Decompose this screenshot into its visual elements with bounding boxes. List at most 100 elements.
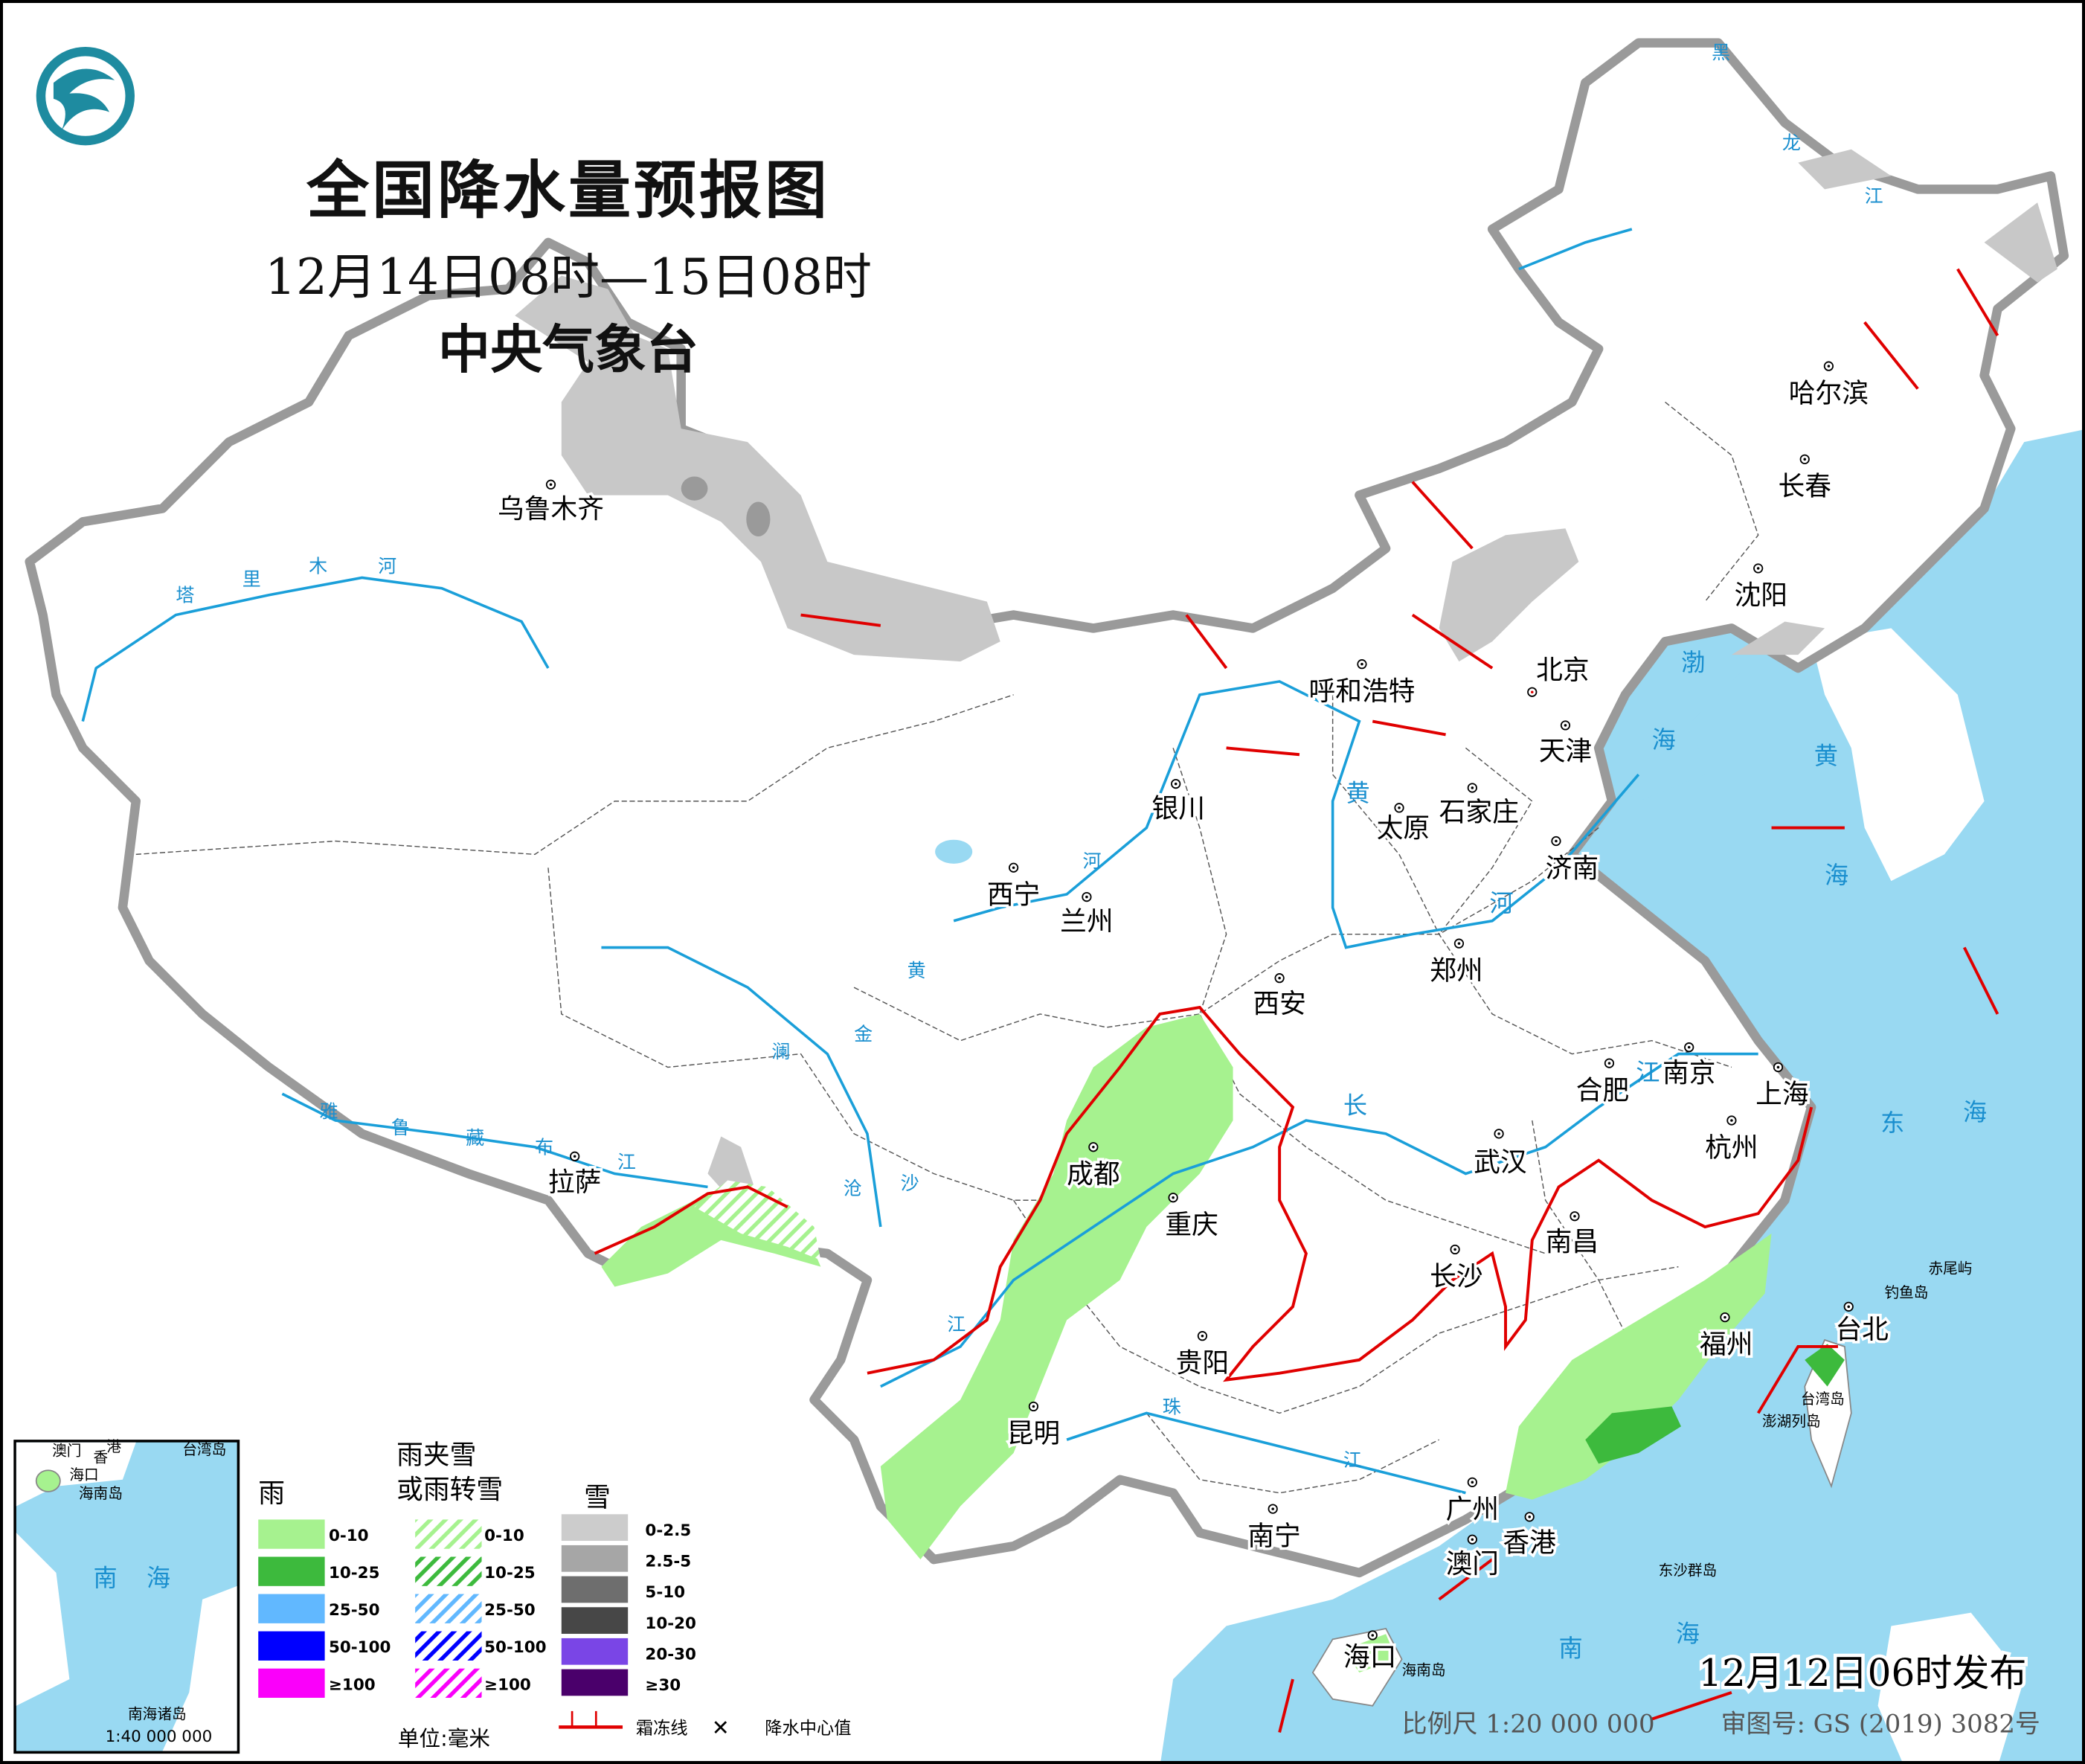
river-label: 河: [1490, 889, 1514, 917]
island-label: 赤尾屿: [1928, 1260, 1972, 1277]
legend-value: ≥30: [645, 1676, 681, 1695]
city-label: 长沙: [1430, 1262, 1482, 1292]
city-6: 北京: [1527, 652, 1592, 697]
legend-value: ≥100: [329, 1675, 376, 1694]
river-label: 藏: [466, 1127, 484, 1149]
sea-label: 海: [1825, 862, 1848, 890]
city-label: 香港: [1503, 1527, 1556, 1558]
legend-value: 0-2.5: [645, 1521, 691, 1540]
inset-scale: 1:40 000 000: [106, 1728, 213, 1746]
legend-swatch: [415, 1668, 482, 1699]
river-label: 黄: [907, 960, 926, 981]
map-title: 全国降水量预报图: [306, 154, 830, 227]
island-label: 台湾岛: [1801, 1391, 1845, 1408]
legend-swatch: [561, 1576, 629, 1603]
river-label: 龙: [1782, 132, 1801, 154]
river-label: 木: [309, 555, 327, 577]
city-label: 南京: [1662, 1058, 1715, 1088]
inset-label: 海南岛: [79, 1485, 123, 1502]
city-label: 昆明: [1007, 1419, 1060, 1449]
precip-center-mark-icon: ✕: [712, 1715, 730, 1740]
qinghai-lake: [935, 839, 973, 864]
city-label: 成都: [1067, 1159, 1119, 1190]
legend-swatch: [258, 1556, 325, 1586]
legend-value: 10-20: [645, 1614, 696, 1633]
city-27: 台北: [1833, 1301, 1891, 1348]
city-label: 西安: [1253, 989, 1305, 1019]
sea-area: [1160, 429, 2082, 1761]
rivers: [81, 228, 1758, 1495]
taiwan-island: [1804, 1338, 1852, 1489]
river-label: 雅: [319, 1100, 338, 1122]
city-label: 兰州: [1060, 906, 1113, 937]
city-label: 广州: [1446, 1495, 1499, 1525]
sea-labels: 渤 海 黄 海 东 海 南 海: [1559, 649, 1988, 1663]
legend-swatch: [415, 1519, 482, 1549]
city-label: 郑州: [1430, 955, 1482, 986]
river-label: 江: [617, 1151, 636, 1173]
city-20: 武汉: [1471, 1129, 1529, 1181]
legend-value: 10-25: [484, 1564, 536, 1582]
river-label: 澜: [771, 1041, 790, 1062]
legend-swatch: [258, 1668, 325, 1699]
city-label: 石家庄: [1439, 798, 1519, 828]
river-label: 江: [1343, 1449, 1362, 1471]
korean-peninsula: [1811, 628, 1985, 882]
river-label: 布: [535, 1137, 553, 1158]
snow-areas: [515, 149, 2057, 1201]
city-8: 石家庄: [1436, 783, 1521, 830]
city-label: 海口: [1343, 1642, 1396, 1672]
city-label: 台北: [1835, 1315, 1888, 1345]
inset-label: 海: [147, 1564, 170, 1592]
legend-value: 2.5-5: [645, 1553, 691, 1571]
city-24: 南昌: [1543, 1211, 1602, 1260]
legend-swatch: [561, 1545, 629, 1572]
frost-lines: [594, 268, 1999, 1733]
sea-label: 东: [1880, 1109, 1904, 1137]
city-label: 天津: [1539, 736, 1592, 766]
sea-label: 南: [1559, 1635, 1583, 1663]
legend-swatch: [561, 1669, 629, 1696]
city-12: 西安: [1250, 973, 1308, 1022]
city-4: 银川: [1149, 778, 1208, 827]
city-3: 兰州: [1058, 891, 1116, 940]
river-label: 沧: [844, 1178, 862, 1199]
city-label: 杭州: [1705, 1132, 1758, 1163]
legend-swatch: [258, 1519, 325, 1549]
island-label: 澎湖列岛: [1762, 1413, 1821, 1430]
city-5: 呼和浩特: [1306, 659, 1418, 710]
city-9: 太原: [1374, 803, 1433, 847]
legend-swatch: [561, 1638, 629, 1665]
river-label: 里: [242, 568, 261, 590]
cma-logo: [36, 47, 135, 146]
river-label: 河: [378, 555, 396, 577]
city-19: 杭州: [1703, 1115, 1761, 1166]
issuing-agency: 中央气象台: [438, 319, 698, 380]
city-28: 昆明: [1004, 1401, 1063, 1452]
city-16: 南京: [1660, 1042, 1718, 1091]
issue-time: 12月12日06时发布: [1698, 1652, 2026, 1695]
legend-swatch: [415, 1631, 482, 1661]
city-label: 乌鲁木齐: [498, 494, 604, 525]
city-15: 沈阳: [1732, 563, 1790, 614]
city-label: 呼和浩特: [1308, 676, 1415, 707]
city-label: 重庆: [1165, 1210, 1218, 1240]
province-borders: [135, 401, 1759, 1494]
map-scale: 比例尺 1:20 000 000: [1402, 1710, 1655, 1739]
river-labels: 塔 里 木 河 雅 鲁 藏 布 江 黄 河 长 江 珠 江 澜 沧 江 金 沙 …: [176, 42, 1883, 1471]
river-label: 珠: [1163, 1396, 1181, 1417]
river-label: 鲁: [391, 1117, 410, 1138]
river-label: 长: [1343, 1091, 1367, 1120]
legend-value: 50-100: [329, 1638, 391, 1657]
river-label: 塔: [176, 585, 194, 606]
philippines: [1877, 1612, 2025, 1761]
city-label: 沈阳: [1734, 580, 1787, 611]
inset-label: 台湾岛: [182, 1441, 226, 1458]
snow-heavier-spots: [681, 476, 771, 537]
city-13: 哈尔滨: [1786, 361, 1872, 411]
city-label: 福州: [1700, 1330, 1753, 1360]
city-label: 北京: [1536, 655, 1589, 685]
legend-unit: 单位:毫米: [398, 1725, 490, 1751]
river-label: 金: [854, 1024, 873, 1045]
